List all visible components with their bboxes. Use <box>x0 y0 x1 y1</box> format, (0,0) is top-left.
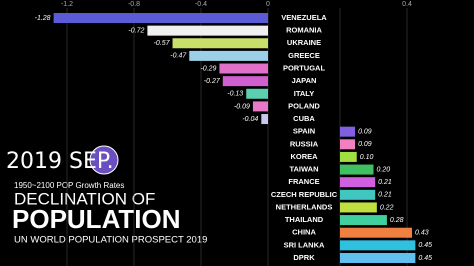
logo <box>89 145 119 175</box>
value-label: -0.27 <box>204 78 221 85</box>
category-label: ROMANIA <box>286 26 322 35</box>
value-label: -0.09 <box>234 103 250 110</box>
category-label: DPRK <box>293 253 315 262</box>
bar <box>340 215 387 226</box>
source: UN WORLD POPULATION PROSPECT 2019 <box>14 235 207 246</box>
category-label: CZECH REPUBLIC <box>271 190 338 199</box>
category-label: KOREA <box>290 152 318 161</box>
category-label: SPAIN <box>293 127 315 136</box>
subtitle: 1950~2100 POP Growth Rates <box>14 181 124 190</box>
title-line: DECLINATION OF <box>14 189 155 208</box>
bar <box>252 101 268 112</box>
category-label: UKRAINE <box>287 38 321 47</box>
bar <box>246 88 268 99</box>
value-label: 0.45 <box>418 255 432 262</box>
category-label: ITALY <box>294 89 314 98</box>
bar <box>147 25 268 36</box>
x-tick-label: 0.4 <box>402 1 412 8</box>
x-tick-label: 0 <box>266 1 270 8</box>
x-tick-label: -0.8 <box>128 1 140 8</box>
bar <box>340 202 377 213</box>
bar <box>340 189 376 200</box>
category-label: SRI LANKA <box>284 240 325 249</box>
bar <box>340 126 356 137</box>
category-label: PORTUGAL <box>283 64 326 73</box>
category-label: THAILAND <box>285 215 324 224</box>
bar <box>340 227 413 238</box>
value-label: 0.28 <box>390 217 404 224</box>
value-label: -0.13 <box>227 91 243 98</box>
bar <box>172 38 268 49</box>
category-label: CUBA <box>293 114 315 123</box>
value-label: 0.20 <box>377 166 391 173</box>
x-tick-label: -1.2 <box>61 1 73 8</box>
value-label: 0.43 <box>415 230 429 237</box>
value-label: 0.09 <box>358 141 372 148</box>
category-label: GREECE <box>288 51 320 60</box>
value-label: 0.45 <box>418 242 432 249</box>
x-tick-label: -0.4 <box>195 1 207 8</box>
category-label: TAIWAN <box>289 165 318 174</box>
bar <box>340 151 357 162</box>
category-label: VENEZUELA <box>281 13 327 22</box>
bar <box>340 252 416 263</box>
value-label: -0.47 <box>170 53 187 60</box>
value-label: 0.21 <box>378 179 392 186</box>
bar <box>219 63 268 74</box>
value-label: -0.04 <box>242 116 258 123</box>
value-label: -0.57 <box>154 40 171 47</box>
bar <box>340 139 356 150</box>
category-label: RUSSIA <box>290 139 319 148</box>
value-label: 0.09 <box>358 129 372 136</box>
value-label: 0.22 <box>380 204 394 211</box>
bar <box>340 164 374 175</box>
category-label: CHINA <box>292 228 316 237</box>
value-label: -0.29 <box>200 65 216 72</box>
category-label: NETHERLANDS <box>276 202 333 211</box>
bar <box>53 13 268 23</box>
date-label: 2019 SEP. <box>6 149 114 174</box>
bar <box>340 177 376 188</box>
value-label: -0.72 <box>128 27 144 34</box>
category-label: JAPAN <box>292 76 317 85</box>
bar <box>340 240 416 251</box>
bar <box>189 50 268 61</box>
category-label: POLAND <box>288 101 320 110</box>
title: POPULATION <box>12 204 181 234</box>
value-label: 0.21 <box>378 192 392 199</box>
bar <box>222 76 268 87</box>
value-label: -1.28 <box>35 15 51 22</box>
category-label: FRANCE <box>288 177 319 186</box>
value-label: 0.10 <box>360 154 374 161</box>
bar <box>261 114 268 125</box>
